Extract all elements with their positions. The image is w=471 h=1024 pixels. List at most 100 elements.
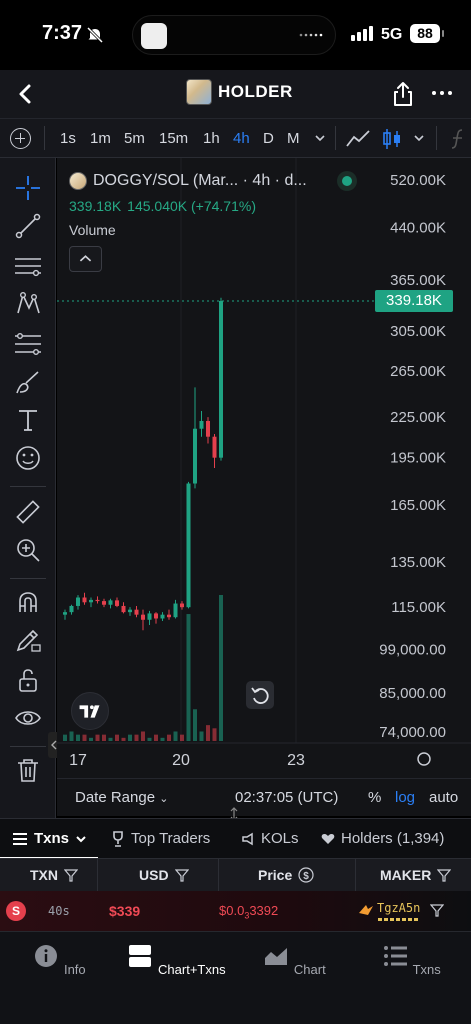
tab-top-traders[interactable]: Top Traders	[111, 830, 210, 847]
candle-body	[186, 483, 191, 608]
maker-address[interactable]: TgzA5n	[377, 901, 421, 915]
col-txn[interactable]: TXN	[30, 867, 78, 883]
trend-line-icon[interactable]	[14, 212, 42, 240]
more-options-icon[interactable]	[432, 91, 452, 95]
col-price[interactable]: Price $	[258, 867, 314, 883]
chart-legend-symbol[interactable]: DOGGY/SOL (Mar... · 4h · d...	[69, 172, 307, 190]
nav-info[interactable]: Info	[9, 944, 109, 977]
candle-body	[69, 605, 74, 613]
toolbar-divider	[10, 578, 46, 579]
candle-body	[212, 436, 217, 458]
volume-bar	[173, 731, 178, 741]
column-divider	[97, 859, 98, 892]
filter-icon[interactable]	[437, 868, 452, 882]
y-tick-label: 195.00K	[390, 450, 446, 467]
y-tick-label: 265.00K	[390, 363, 446, 380]
nav-chart-txns[interactable]: Chart+Txns	[126, 944, 226, 977]
volume-bar	[180, 734, 184, 741]
legend-change: 145.040K (+74.71%)	[127, 198, 256, 214]
horizontal-lines-icon[interactable]	[14, 252, 42, 280]
tab-txns[interactable]: Txns	[12, 830, 87, 847]
reset-chart-icon[interactable]	[246, 681, 274, 709]
tab-txns-label: Txns	[34, 830, 70, 847]
filter-icon[interactable]	[174, 868, 189, 882]
pattern-icon[interactable]	[14, 290, 42, 318]
date-range-label: Date Range	[75, 789, 156, 806]
unlock-icon[interactable]	[14, 666, 42, 694]
volume-bar	[167, 734, 171, 741]
nav-txns[interactable]: Txns	[361, 944, 461, 977]
timeframe-1m[interactable]: 1m	[90, 130, 111, 147]
collapse-legend-button[interactable]	[69, 246, 102, 272]
chart-toolbar: 1s 1m 5m 15m 1h 4h D M	[0, 118, 471, 158]
date-range-button[interactable]: Date Range ⌄	[75, 789, 168, 806]
crosshair-icon[interactable]	[14, 174, 42, 202]
timeframe-m[interactable]: M	[287, 130, 300, 147]
candlestick-icon[interactable]	[381, 127, 403, 151]
bell-muted-icon	[86, 26, 104, 44]
token-title[interactable]: HOLDER	[186, 79, 293, 105]
tab-holders-label: Holders (1,394)	[341, 830, 445, 847]
candle-body	[193, 428, 197, 484]
zoom-in-icon[interactable]	[14, 536, 42, 564]
timeframe-1h[interactable]: 1h	[203, 130, 220, 147]
y-tick-label: 165.00K	[390, 497, 446, 514]
percent-scale-toggle[interactable]: %	[368, 789, 382, 806]
candle-body	[121, 605, 126, 613]
timeframe-4h[interactable]: 4h	[233, 130, 250, 147]
share-icon[interactable]	[390, 80, 416, 108]
magnet-icon[interactable]	[14, 588, 42, 616]
timeframe-1s[interactable]: 1s	[60, 130, 76, 147]
trash-icon[interactable]	[14, 756, 42, 784]
volume-bar	[193, 709, 197, 741]
volume-bar	[63, 734, 67, 741]
txn-table-header: TXN USD Price $ MAKER	[0, 858, 471, 892]
nav-chart[interactable]: Chart	[244, 944, 344, 977]
table-row[interactable]: S 40s $339 $0.033392 TgzA5n	[0, 891, 471, 931]
y-tick-label: 115.00K	[391, 599, 446, 616]
line-chart-icon[interactable]	[345, 128, 371, 150]
utc-clock[interactable]: 02:37:05 (UTC)	[235, 789, 339, 806]
volume-bar	[69, 731, 74, 741]
candle-body	[63, 612, 67, 615]
chevron-down-icon: ⌄	[159, 793, 169, 805]
timeframe-d[interactable]: D	[263, 130, 274, 147]
dollar-circle-icon[interactable]: $	[298, 867, 314, 883]
timeframe-5m[interactable]: 5m	[124, 130, 145, 147]
toolbar-divider	[10, 486, 46, 487]
ruler-icon[interactable]	[14, 498, 42, 526]
column-divider	[218, 859, 219, 892]
eye-icon[interactable]	[14, 704, 42, 732]
auto-scale-toggle[interactable]: auto	[429, 789, 459, 806]
log-scale-toggle[interactable]: log	[395, 789, 416, 806]
timeframe-15m[interactable]: 15m	[159, 130, 189, 147]
back-chevron-icon[interactable]	[12, 80, 40, 108]
add-indicator-icon[interactable]	[10, 128, 31, 149]
filter-icon[interactable]	[64, 868, 78, 882]
fib-retracement-icon[interactable]	[14, 330, 42, 358]
last-price-tag: 339.18K	[375, 290, 453, 312]
tradingview-logo-icon[interactable]	[71, 692, 109, 730]
volume-bar	[115, 734, 119, 741]
y-tick-label: 305.00K	[390, 323, 446, 340]
toolbar-divider	[335, 126, 336, 150]
chevron-down-icon[interactable]	[313, 131, 327, 145]
col-usd[interactable]: USD	[139, 867, 189, 883]
emoji-icon[interactable]	[14, 444, 42, 472]
col-maker[interactable]: MAKER	[380, 867, 452, 883]
volume-bar	[89, 737, 93, 741]
tab-holders[interactable]: Holders (1,394)	[321, 830, 444, 847]
text-tool-icon[interactable]	[14, 406, 42, 434]
chart-canvas[interactable]: 520.00K 440.00K 365.00K 305.00K 265.00K 225.0…	[57, 158, 471, 778]
brush-icon[interactable]	[14, 368, 42, 396]
function-icon[interactable]	[448, 127, 468, 151]
nav-header: HOLDER	[0, 70, 471, 118]
tab-kols[interactable]: KOLs	[241, 830, 299, 847]
lock-drawing-icon[interactable]	[14, 626, 42, 654]
app-activity-icon	[141, 23, 167, 49]
y-tick-label: 365.00K	[390, 272, 446, 289]
price-chart[interactable]: 520.00K 440.00K 365.00K 305.00K 265.00K 225.0…	[57, 158, 471, 778]
chevron-down-icon[interactable]	[412, 131, 426, 145]
txn-usd: $339	[109, 903, 141, 919]
filter-icon[interactable]	[430, 904, 444, 917]
